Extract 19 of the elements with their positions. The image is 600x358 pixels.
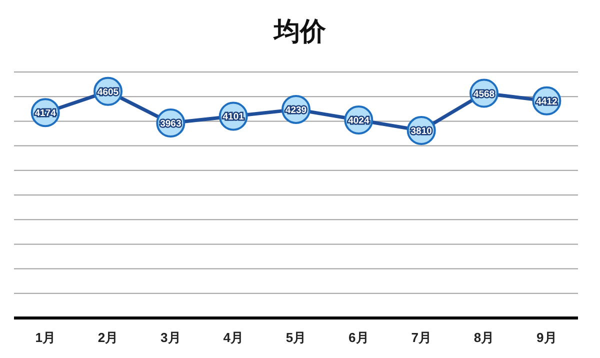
x-tick-label: 1月 <box>35 330 56 345</box>
data-label: 3810 <box>410 126 432 138</box>
x-tick-label: 7月 <box>411 330 432 345</box>
chart-title: 均价 <box>272 16 327 46</box>
x-tick-label: 4月 <box>223 330 244 345</box>
data-label: 4101 <box>222 112 245 123</box>
data-label: 3963 <box>160 118 182 130</box>
x-tick-label: 6月 <box>348 330 369 345</box>
data-label: 4024 <box>348 116 370 127</box>
x-tick-label: 8月 <box>474 330 494 345</box>
data-label: 4239 <box>285 104 307 116</box>
data-label: 4568 <box>473 88 495 100</box>
x-tick-label: 2月 <box>98 330 118 345</box>
data-label: 4605 <box>97 86 120 98</box>
x-tick-label: 3月 <box>160 330 181 345</box>
x-tick-label: 5月 <box>286 330 306 345</box>
data-label: 4412 <box>536 96 558 108</box>
x-tick-label: 9月 <box>536 330 557 345</box>
data-label: 4174 <box>34 108 57 120</box>
